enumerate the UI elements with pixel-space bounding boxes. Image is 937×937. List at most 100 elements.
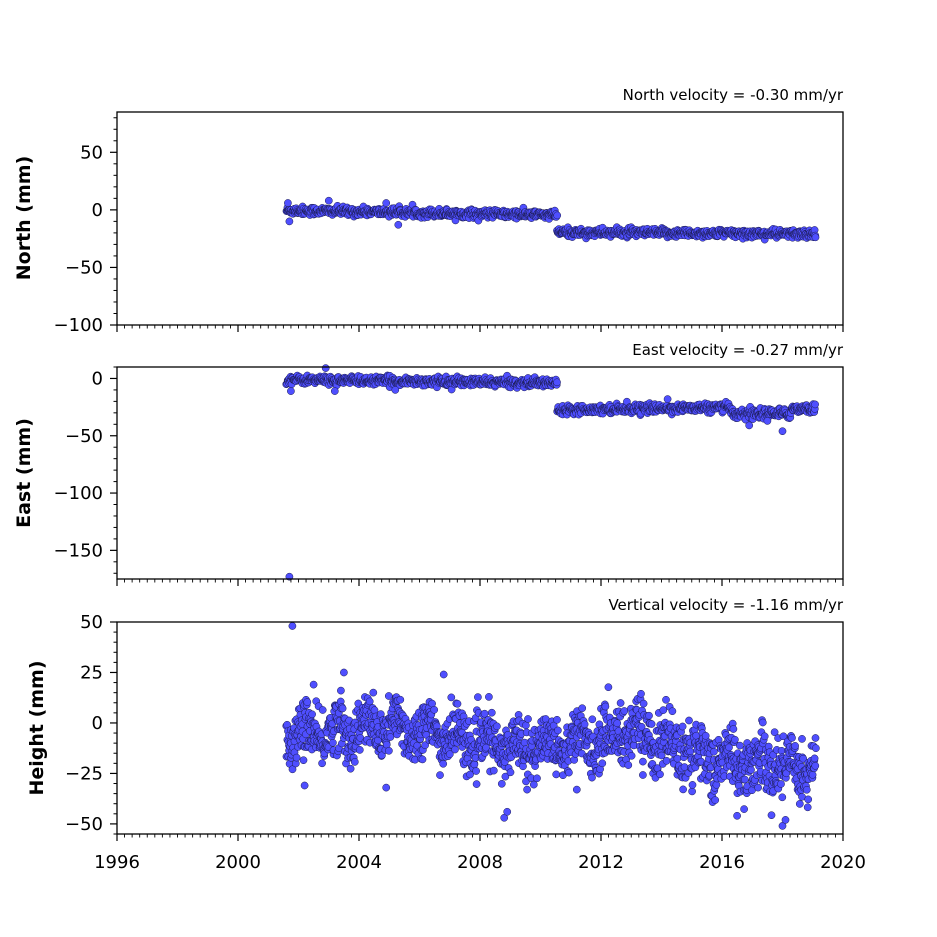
height-data-point [292,753,301,762]
height-data-point [686,747,695,756]
height-data-point [758,718,767,727]
height-data-point [299,756,308,765]
height-data-point [378,751,386,760]
east-points [282,364,819,581]
north-y-tick-label: −100 [54,315,103,336]
height-data-point [451,745,459,754]
east-axis-ticks: −150 −100 −50 0 [54,366,844,586]
height-data-point [811,734,820,742]
height-data-point [798,735,806,743]
north-velocity-label: North velocity = -0.30 mm/yr [623,86,844,104]
height-data-point [795,800,804,808]
height-data-point [501,772,510,781]
height-data-point [627,751,636,760]
height-data-point [482,743,490,752]
height-data-point [613,719,622,728]
height-data-point [657,751,666,760]
height-data-point [804,795,813,804]
height-data-point [685,716,693,725]
height-data-point [616,699,625,707]
height-data-point [523,785,531,794]
east-outlier-point [745,421,754,430]
height-data-point [439,759,448,768]
height-points [282,622,820,830]
east-y-tick-label: −150 [54,540,103,561]
north-panel: North velocity = -0.30 mm/yr North (mm) … [13,86,844,336]
east-outlier-point [321,364,330,372]
east-outlier-point [391,386,400,394]
height-data-point [725,743,733,752]
north-y-tick-label: 0 [92,200,103,221]
east-data-point [811,400,819,409]
east-outlier-point [287,387,295,395]
height-data-point [350,758,359,766]
height-data-point [812,744,820,753]
east-outlier-point [663,395,672,403]
height-data-point [472,780,481,788]
height-data-point [470,760,479,769]
height-data-point [418,755,427,764]
height-outlier-point [439,670,448,679]
height-data-point [453,699,462,708]
height-y-tick-label: 50 [80,612,103,633]
height-data-point [802,785,811,794]
x-tick-label: 2016 [699,852,745,873]
height-data-point [355,746,364,754]
height-data-point [754,783,762,792]
height-data-point [601,702,610,711]
height-data-point [760,732,769,741]
height-data-point [604,683,613,692]
height-y-axis-label: Height (mm) [26,660,48,795]
height-data-point [487,708,496,717]
height-data-point [365,697,374,706]
height-data-point [552,770,561,779]
north-axes-frame [116,111,844,326]
height-outlier-point [309,680,318,689]
east-outlier-point [330,387,339,395]
height-data-point [645,711,653,720]
height-data-point [659,706,668,714]
height-data-point [580,720,589,729]
x-tick-label: 2020 [820,852,866,873]
east-y-tick-label: −100 [54,483,103,504]
height-data-point [701,731,710,740]
height-data-point [436,771,444,779]
height-data-point [791,742,799,750]
height-data-point [811,761,820,770]
height-panel: Vertical velocity = -1.16 mm/yr Height (… [26,596,844,841]
east-velocity-label: East velocity = -0.27 mm/yr [632,341,844,359]
height-data-point [303,698,312,706]
height-data-point [639,771,647,779]
height-data-point [808,770,817,779]
north-outlier-point [394,220,403,229]
height-outlier-point [340,668,348,677]
north-axis-ticks: −100 −50 0 50 [54,117,844,336]
height-data-point [740,805,748,813]
height-data-point [710,747,718,756]
x-axis-tick-labels: 1996 2000 2004 2008 2012 2016 2020 [94,852,866,873]
north-data-point [553,211,562,220]
height-data-point [656,770,664,779]
height-data-point [711,796,720,804]
height-data-point [554,726,562,735]
vertical-velocity-label: Vertical velocity = -1.16 mm/yr [608,596,843,614]
east-y-axis-label: East (mm) [13,418,35,528]
height-data-point [386,733,395,741]
height-axes-frame [116,621,844,835]
height-data-point [430,705,439,714]
height-data-point [740,775,749,784]
height-data-point [524,715,532,723]
height-outlier-point [337,686,345,695]
height-outlier-point [288,622,297,630]
north-points [282,196,820,244]
height-data-point [346,764,355,773]
height-outlier-point [781,816,790,824]
height-data-point [624,761,633,769]
north-outlier-point [284,199,292,207]
north-outlier-point [382,199,391,207]
east-outlier-point [763,417,772,425]
height-data-point [637,722,646,731]
height-y-tick-label: −50 [65,814,103,835]
height-data-point [620,707,629,715]
